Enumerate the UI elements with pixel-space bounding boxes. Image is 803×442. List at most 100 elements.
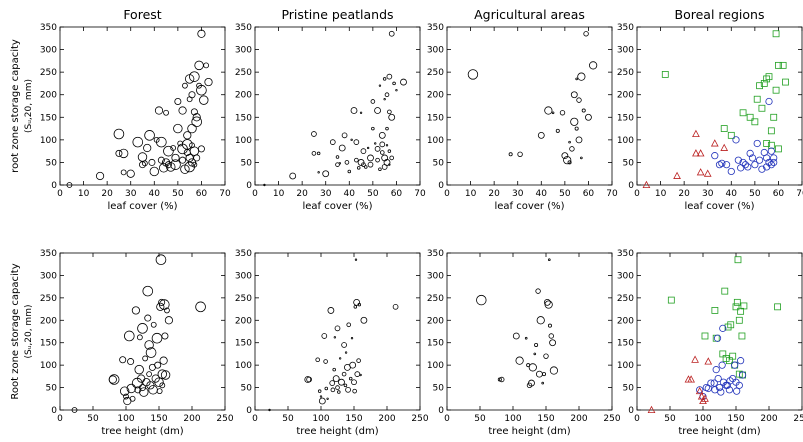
data-point <box>753 139 761 148</box>
data-point-square <box>661 71 669 78</box>
data-point-square <box>727 131 735 139</box>
data-point <box>330 387 336 393</box>
data-point <box>190 108 198 116</box>
data-point <box>382 77 387 81</box>
y-tick-label: 200 <box>617 91 634 101</box>
x-tick-label: 100 <box>694 414 711 424</box>
data-point-square <box>740 302 748 310</box>
y-tick-label: 50 <box>433 384 445 394</box>
y-tick-label: 350 <box>40 23 57 33</box>
x-tick-label: 10 <box>78 189 90 199</box>
data-point <box>581 108 586 113</box>
data-point <box>317 171 320 174</box>
y-tick-label: 100 <box>427 136 444 146</box>
data-point <box>549 366 559 375</box>
x-tick-label: 0 <box>634 414 640 424</box>
x-tick-label: 150 <box>727 414 744 424</box>
data-point-square <box>772 30 780 38</box>
data-point <box>163 109 169 116</box>
data-point <box>144 340 154 350</box>
plot-frame <box>446 252 613 411</box>
data-point <box>718 361 726 369</box>
data-point <box>159 382 166 389</box>
data-point <box>352 388 357 394</box>
data-point <box>367 161 374 168</box>
x-tick-label: 100 <box>312 414 329 424</box>
data-point <box>386 73 393 80</box>
data-point-square <box>721 287 729 295</box>
panel-title-agricultural-areas: Agricultural areas <box>474 7 585 22</box>
y-axis-label-line2: (Sᵤ,20, mm) <box>24 79 34 133</box>
y-tick-label: 0 <box>51 181 57 191</box>
plot-frame <box>636 26 803 186</box>
data-point <box>707 379 715 387</box>
data-point <box>356 166 361 170</box>
data-point-triangle <box>687 375 695 383</box>
x-tick-label: 60 <box>773 189 785 199</box>
data-point <box>725 386 734 394</box>
data-point <box>535 288 541 294</box>
data-point <box>537 131 545 139</box>
data-point <box>289 172 297 180</box>
x-tick-label: 70 <box>219 189 231 199</box>
data-point-square <box>756 82 763 90</box>
data-point <box>563 156 572 165</box>
data-point <box>324 386 329 391</box>
data-point <box>341 342 347 348</box>
data-point <box>734 156 742 164</box>
data-point-square <box>751 118 759 126</box>
plot-frame <box>59 26 226 186</box>
x-tick-label: 30 <box>702 189 714 199</box>
data-point <box>173 123 183 134</box>
data-point <box>178 106 187 115</box>
data-point <box>154 106 164 115</box>
x-axis-label: tree height (dm) <box>101 426 183 437</box>
x-tick-label: 60 <box>391 189 403 199</box>
data-point <box>765 158 773 167</box>
data-point <box>383 159 391 166</box>
data-point <box>580 156 583 160</box>
data-point <box>367 154 374 162</box>
data-point-square <box>734 256 742 264</box>
y-tick-label: 350 <box>235 23 252 33</box>
y-tick-label: 200 <box>427 316 444 326</box>
data-point <box>350 107 358 114</box>
data-point <box>765 97 773 106</box>
y-tick-label: 300 <box>235 271 252 281</box>
y-axis-label-tree-height: Root zone storage capacity (Sᵤ,20, mm) <box>10 263 34 399</box>
data-point <box>157 156 165 164</box>
data-point <box>371 126 375 131</box>
data-point <box>197 29 206 38</box>
data-point <box>574 126 579 131</box>
x-tick-label: 20 <box>488 189 500 199</box>
data-point <box>332 367 336 372</box>
y-tick-label: 250 <box>427 68 444 78</box>
data-point <box>319 395 323 398</box>
data-point-triangle <box>704 357 713 365</box>
y-tick-label: 300 <box>40 46 57 56</box>
y-tick-label: 100 <box>427 361 444 371</box>
y-tick-label: 50 <box>623 158 635 168</box>
data-point <box>323 359 328 364</box>
x-tick-label: 150 <box>150 414 167 424</box>
x-tick-label: 40 <box>536 189 548 199</box>
data-point <box>476 294 487 306</box>
data-point <box>189 146 200 156</box>
y-tick-label: 350 <box>617 23 634 33</box>
data-point <box>174 97 182 105</box>
data-point <box>192 113 201 122</box>
data-point <box>164 307 170 314</box>
data-point <box>195 301 206 313</box>
data-point <box>735 381 743 389</box>
y-tick-label: 250 <box>40 294 57 304</box>
x-tick-label: 0 <box>252 414 258 424</box>
x-tick-label: 40 <box>726 189 738 199</box>
data-point-square <box>746 113 754 121</box>
data-point <box>341 371 347 377</box>
data-point <box>712 366 720 374</box>
data-point <box>263 183 266 187</box>
data-point-triangle <box>720 143 729 151</box>
y-tick-label: 350 <box>427 249 444 259</box>
panel-pristine-peatlands-tree-height: 0 50 100 150 200 250 300 350 0 50 100 150 200 250 tree… <box>235 249 429 437</box>
data-point <box>321 333 328 339</box>
